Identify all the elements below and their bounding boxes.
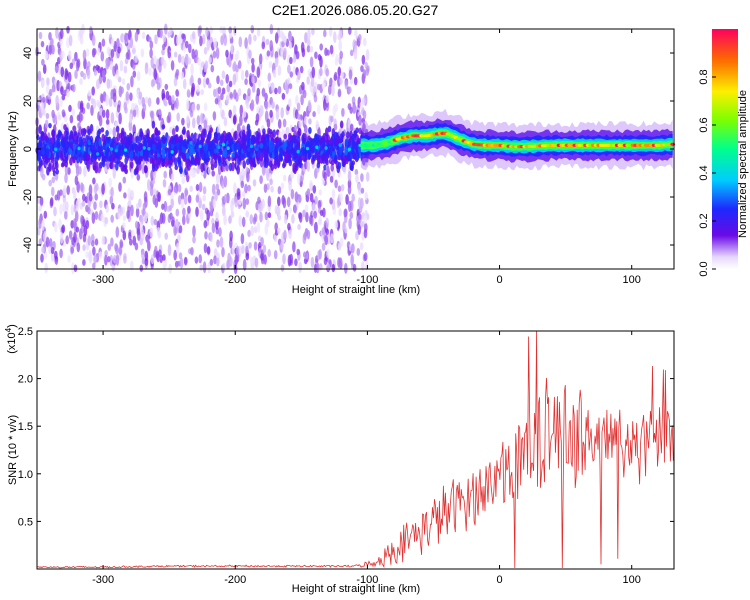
- spectrogram-y-label: Frequency (Hz): [7, 111, 19, 187]
- colorbar-gradient: [712, 29, 738, 269]
- colorbar: 0.0 0.2 0.4 0.6 0.8 Normalized spectral ampl…: [698, 29, 749, 277]
- snr-x-tick-label: 0: [496, 574, 502, 586]
- spectrogram-x-tick-label: -100: [356, 274, 378, 286]
- figure-title: C2E1.2026.086.05.20.G27: [272, 2, 439, 18]
- snr-y-label: SNR (10 * v/v): [7, 415, 19, 485]
- colorbar-tick-label: 0.4: [698, 165, 710, 180]
- spectrogram-ridge: [358, 108, 676, 171]
- spectrogram-y-tick-label: 40: [22, 47, 34, 59]
- colorbar-ticks: 0.0 0.2 0.4 0.6 0.8: [698, 69, 716, 277]
- colorbar-tick-label: 0.6: [698, 117, 710, 132]
- spectrogram-x-label: Height of straight line (km): [292, 284, 420, 296]
- spectrogram-x-tick-label: -300: [92, 274, 114, 286]
- spectrogram-noise-cloud: [35, 23, 370, 275]
- colorbar-label: Normalized spectral amplitude: [737, 90, 749, 238]
- colorbar-tick-label: 0.8: [698, 69, 710, 84]
- spectrogram-x-tick-label: 0: [496, 274, 502, 286]
- snr-x-tick-label: -200: [224, 574, 246, 586]
- snr-x-tick-label: 100: [623, 574, 641, 586]
- colorbar-tick-label: 0.2: [698, 213, 710, 228]
- snr-frame: [36, 330, 675, 570]
- spectrogram-x-tick-label: 100: [623, 274, 641, 286]
- spectrogram-y-tick-label: 20: [22, 95, 34, 107]
- spectrogram-y-tick-label: -40: [22, 237, 34, 253]
- snr-y-tick-label: 1.0: [18, 469, 33, 481]
- snr-y-tick-label: 1.5: [18, 421, 33, 433]
- snr-y-tick-label: 0.5: [18, 516, 33, 528]
- snr-plot-area: [37, 331, 674, 569]
- snr-x-tick-label: -300: [92, 574, 114, 586]
- snr-panel: -300 -200 -100 0 100 0.5 1.0 1.5 2.0 2.5 Height o…: [4, 324, 675, 595]
- colorbar-tick-label: 0.0: [698, 261, 710, 276]
- snr-y-tick-label: 2.5: [18, 326, 33, 338]
- spectrogram-x-tick-label: -200: [224, 274, 246, 286]
- snr-series-line: [36, 330, 674, 569]
- snr-ticks: -300 -200 -100 0 100 0.5 1.0 1.5 2.0 2.5: [18, 326, 674, 586]
- snr-y-scale: (x104): [4, 324, 18, 354]
- snr-y-tick-label: 2.0: [18, 374, 33, 386]
- spectrogram-y-tick-label: 0: [22, 146, 34, 152]
- snr-x-label: Height of straight line (km): [292, 583, 420, 595]
- snr-x-tick-label: -100: [356, 574, 378, 586]
- spectrogram-y-tick-label: -20: [22, 189, 34, 205]
